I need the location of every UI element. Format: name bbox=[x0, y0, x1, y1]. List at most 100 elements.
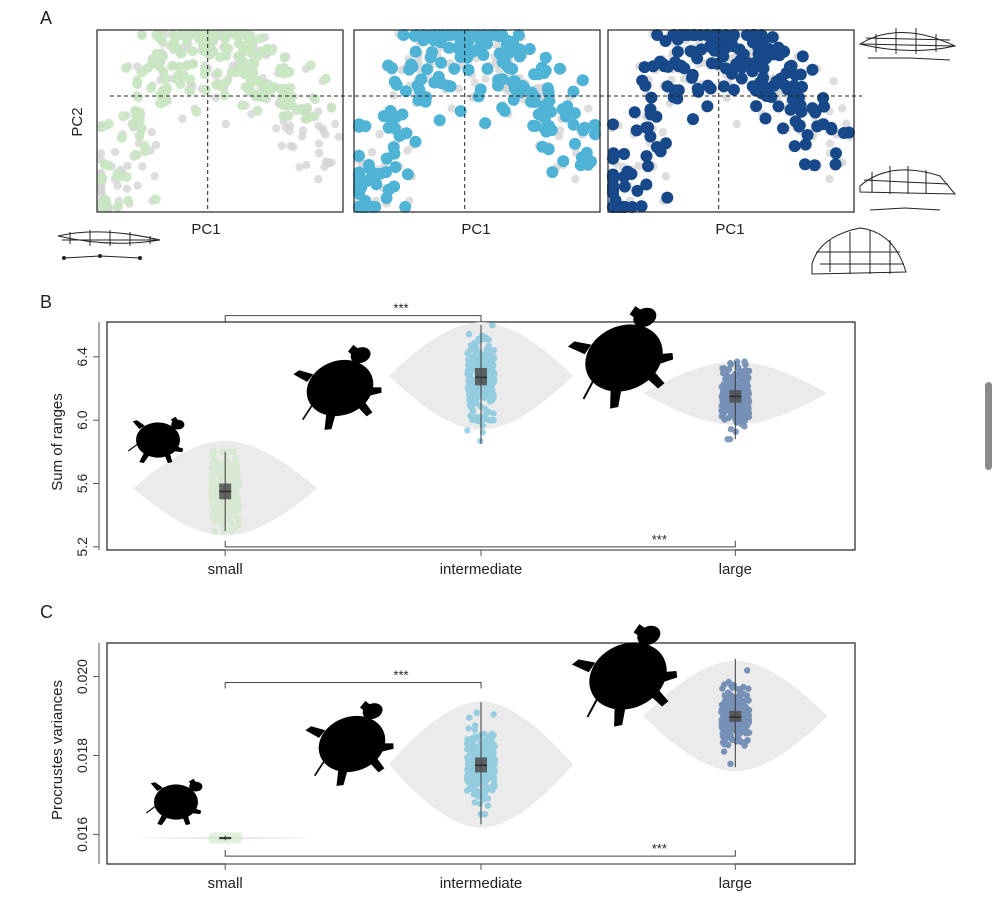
jitter-point bbox=[233, 465, 240, 472]
pca-point-large bbox=[630, 124, 643, 137]
pca-point-large bbox=[759, 112, 772, 125]
jitter-point bbox=[215, 462, 222, 469]
pca-point-intermediate bbox=[539, 51, 552, 64]
pca-point-intermediate bbox=[538, 99, 550, 112]
pca-point-intermediate bbox=[537, 64, 550, 77]
pca-point-large bbox=[640, 178, 653, 191]
jitter-point bbox=[720, 365, 728, 372]
pca-point-large bbox=[618, 148, 630, 160]
jitter-point bbox=[465, 725, 472, 732]
pca-point-intermediate bbox=[409, 45, 422, 58]
jitter-point bbox=[487, 737, 494, 744]
pca-point-intermediate bbox=[506, 75, 519, 88]
pca-point-small bbox=[118, 111, 129, 122]
significance-bracket bbox=[224, 850, 736, 857]
pca-point-intermediate bbox=[353, 168, 365, 181]
pca-frame bbox=[607, 29, 855, 213]
turtle-silhouette-intermediate-b bbox=[283, 339, 392, 439]
pca-point-intermediate bbox=[443, 41, 456, 54]
pca-background-point bbox=[122, 184, 132, 193]
panel-label-c: C bbox=[40, 602, 53, 622]
pca-point-large bbox=[727, 83, 740, 96]
pca-point-intermediate bbox=[399, 201, 412, 213]
jitter-point bbox=[476, 800, 484, 807]
pca-point-small bbox=[150, 194, 161, 205]
pca-frame bbox=[353, 29, 601, 213]
pca-point-intermediate bbox=[384, 105, 397, 117]
pca-point-large bbox=[806, 63, 819, 76]
pca-background-point bbox=[318, 124, 327, 133]
pca-point-large bbox=[636, 74, 649, 87]
pca-point-intermediate bbox=[388, 147, 401, 160]
pca-point-large bbox=[717, 50, 730, 63]
vertical-scrollbar[interactable] bbox=[985, 382, 992, 470]
jitter-point bbox=[464, 361, 472, 368]
pca-point-intermediate bbox=[493, 47, 506, 60]
pca-point-small bbox=[185, 74, 196, 85]
jitter-point bbox=[727, 426, 735, 433]
pca-point-small bbox=[301, 113, 312, 124]
y-tick-label: 5.2 bbox=[74, 537, 90, 557]
jitter-point bbox=[465, 778, 472, 786]
pca-point-small bbox=[309, 94, 320, 104]
jitter-point bbox=[226, 510, 233, 517]
pca-point-intermediate bbox=[528, 68, 541, 81]
jitter-point bbox=[465, 356, 472, 364]
jitter-point bbox=[724, 706, 731, 714]
jitter-point bbox=[733, 703, 741, 711]
pca-point-intermediate bbox=[589, 119, 601, 131]
pca-point-large bbox=[705, 57, 718, 70]
jitter-point bbox=[734, 724, 741, 731]
pca-point-intermediate bbox=[578, 121, 591, 134]
pca-point-intermediate bbox=[496, 73, 509, 86]
pca-point-large bbox=[749, 29, 762, 41]
jitter-points-intermediate bbox=[463, 709, 499, 818]
pca-point-intermediate bbox=[589, 128, 601, 141]
pca-point-large bbox=[788, 140, 801, 153]
jitter-point bbox=[210, 448, 218, 455]
pca-point-large bbox=[750, 56, 763, 69]
jitter-point bbox=[486, 391, 493, 398]
jitter-point bbox=[209, 512, 216, 519]
pca-point-small bbox=[286, 100, 297, 111]
jitter-point bbox=[741, 742, 748, 749]
pca-point-small bbox=[215, 81, 226, 92]
jitter-point bbox=[724, 436, 731, 443]
pca-point-small bbox=[309, 111, 320, 122]
pca-point-small bbox=[221, 30, 232, 40]
jitter-point bbox=[229, 475, 236, 482]
x-tick-label-intermediate: intermediate bbox=[440, 875, 523, 892]
pca-point-small bbox=[113, 200, 124, 211]
pca-point-large bbox=[758, 80, 771, 93]
pca-background-point bbox=[842, 119, 851, 128]
wireframe-shape-flat bbox=[57, 230, 161, 260]
pca-background-point bbox=[138, 162, 147, 171]
jitter-point bbox=[473, 399, 480, 407]
pca-background-point bbox=[302, 160, 311, 170]
pca-point-large bbox=[784, 103, 797, 116]
jitter-point bbox=[720, 389, 727, 397]
significance-label: *** bbox=[393, 301, 408, 316]
jitter-point bbox=[471, 799, 478, 806]
pca-point-intermediate bbox=[448, 62, 461, 75]
pca-point-small bbox=[261, 90, 272, 101]
jitter-point bbox=[466, 371, 474, 379]
pca-point-small bbox=[134, 115, 145, 126]
jitter-point bbox=[227, 524, 234, 531]
turtle-silhouette-intermediate-c bbox=[295, 695, 404, 795]
pca-point-small bbox=[131, 78, 142, 89]
significance-bracket bbox=[224, 315, 482, 322]
pca-point-large bbox=[671, 33, 684, 46]
pca-point-large bbox=[780, 67, 793, 79]
jitter-point bbox=[727, 682, 735, 689]
pca-point-small bbox=[283, 110, 294, 121]
pca-point-large bbox=[640, 121, 653, 134]
pca-point-small bbox=[237, 55, 248, 66]
pca-point-large bbox=[710, 37, 723, 50]
pca-point-intermediate bbox=[417, 34, 430, 47]
pca-background-point bbox=[150, 172, 159, 181]
jitter-point bbox=[744, 407, 751, 414]
pca-point-large bbox=[772, 41, 785, 54]
pca-background-point bbox=[151, 140, 161, 150]
pca-point-large bbox=[651, 29, 664, 41]
